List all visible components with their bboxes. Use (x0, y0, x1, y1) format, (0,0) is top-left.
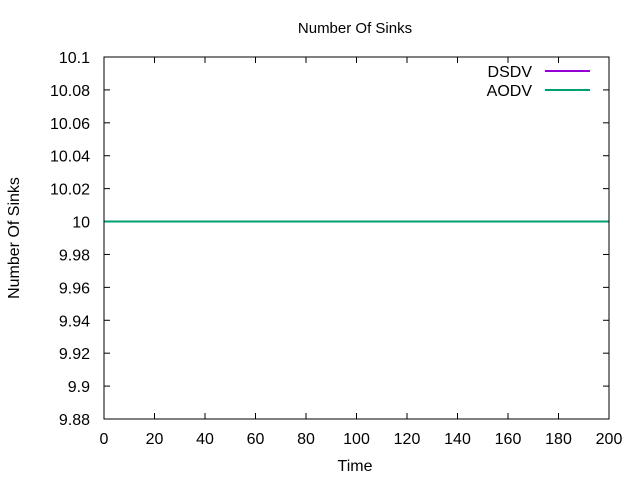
x-tick-label: 20 (146, 431, 164, 448)
y-tick-label: 10.08 (50, 83, 90, 100)
x-tick-label: 40 (196, 431, 214, 448)
x-tick-label: 100 (343, 431, 370, 448)
y-tick-label: 10.1 (59, 50, 90, 67)
y-tick-label: 9.98 (59, 247, 90, 264)
y-tick-label: 9.88 (59, 412, 90, 429)
y-tick-label: 9.9 (68, 379, 90, 396)
y-tick-label: 9.92 (59, 346, 90, 363)
x-tick-label: 200 (596, 431, 623, 448)
x-tick-label: 160 (495, 431, 522, 448)
chart-title: Number Of Sinks (298, 20, 412, 37)
x-tick-label: 180 (545, 431, 572, 448)
y-tick-label: 9.96 (59, 280, 90, 297)
legend-label: AODV (487, 83, 533, 100)
y-tick-label: 10.04 (50, 149, 90, 166)
plot-frame (103, 56, 610, 420)
y-axis-title: Number Of Sinks (6, 177, 23, 299)
x-tick-label: 120 (394, 431, 421, 448)
x-tick-label: 0 (100, 431, 109, 448)
y-tick-label: 10 (72, 215, 90, 232)
y-tick-label: 10.02 (50, 182, 90, 199)
x-tick-label: 60 (247, 431, 265, 448)
y-tick-label: 9.94 (59, 313, 90, 330)
x-axis-title: Time (338, 458, 373, 475)
y-tick-label: 10.06 (50, 116, 90, 133)
x-tick-label: 80 (297, 431, 315, 448)
axis-ticks: 0 20 40 60 80 100 120 140 160 180 200 9.88 9.9 9.92 9.… (50, 50, 622, 448)
legend-label: DSDV (488, 64, 533, 81)
legend: DSDV AODV (487, 64, 590, 100)
x-tick-label: 140 (444, 431, 471, 448)
